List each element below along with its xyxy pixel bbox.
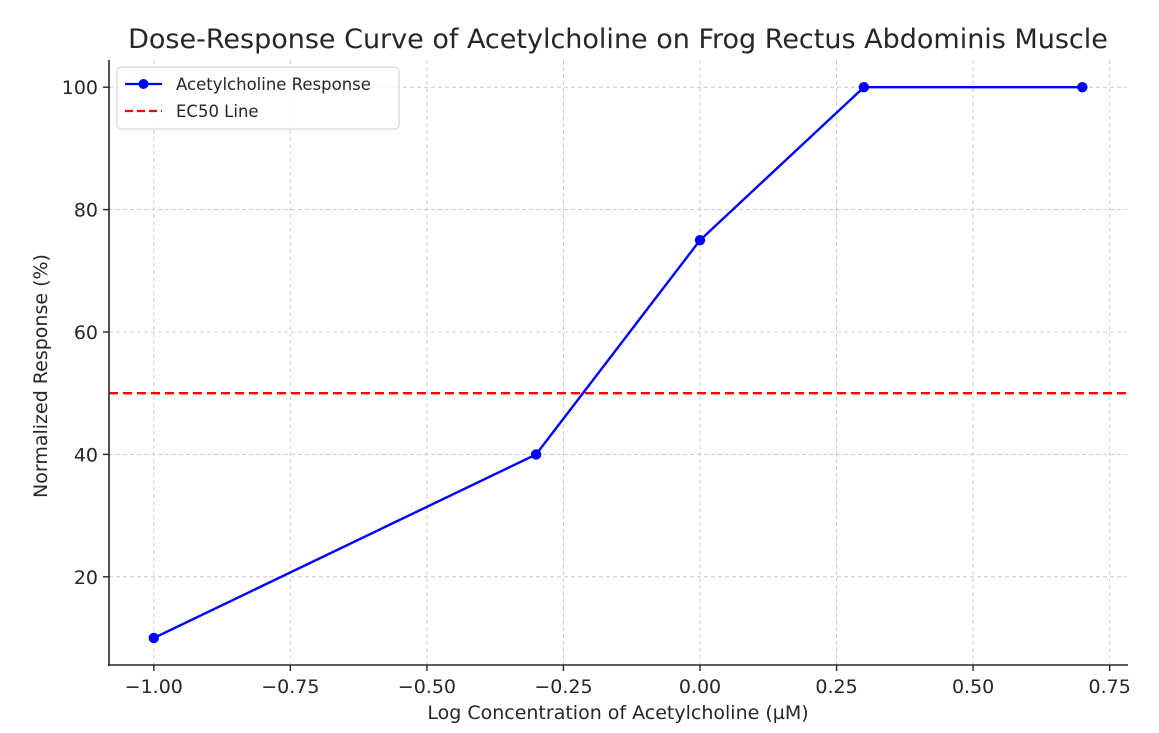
y-tick-label: 40 xyxy=(74,444,98,466)
x-tick-label: −0.25 xyxy=(534,676,592,698)
legend-item-ec50: EC50 Line xyxy=(125,102,259,121)
axes xyxy=(108,60,1128,666)
x-tick-label: 0.25 xyxy=(815,676,857,698)
y-tick-label: 80 xyxy=(74,200,98,222)
legend-label-response: Acetylcholine Response xyxy=(176,75,371,94)
y-tick-label: 60 xyxy=(74,322,98,344)
x-tick-label: −1.00 xyxy=(125,676,183,698)
x-tick-label: −0.75 xyxy=(261,676,319,698)
x-axis-label: Log Concentration of Acetylcholine (µM) xyxy=(427,702,808,724)
y-axis-label: Normalized Response (%) xyxy=(30,254,52,498)
legend: Acetylcholine Response EC50 Line xyxy=(116,66,400,130)
legend-item-response: Acetylcholine Response xyxy=(125,75,371,94)
y-tick-label: 20 xyxy=(74,567,98,589)
grid-lines xyxy=(109,60,1127,665)
x-tick-label: 0.75 xyxy=(1088,676,1130,698)
response-series xyxy=(148,82,1088,644)
x-tick-label: 0.00 xyxy=(679,676,721,698)
response-line xyxy=(153,85,1083,640)
x-axis-ticks: −1.00 −0.75 −0.50 −0.25 0.00 0.25 0.50 0.75 xyxy=(125,665,1131,698)
data-point-marker xyxy=(530,449,542,460)
x-tick-label: −0.50 xyxy=(398,676,456,698)
legend-label-ec50: EC50 Line xyxy=(176,102,259,121)
data-point-marker xyxy=(858,82,870,93)
legend-box xyxy=(116,66,400,130)
legend-marker-icon xyxy=(138,79,149,89)
data-point-marker xyxy=(148,632,159,644)
data-point-marker xyxy=(694,235,706,246)
y-tick-label: 100 xyxy=(62,77,98,99)
x-tick-label: 0.50 xyxy=(952,676,994,698)
data-point-marker xyxy=(1077,82,1088,93)
y-axis-ticks: 20 40 60 80 100 xyxy=(62,77,109,589)
chart-title: Dose-Response Curve of Acetylcholine on … xyxy=(128,24,1108,55)
